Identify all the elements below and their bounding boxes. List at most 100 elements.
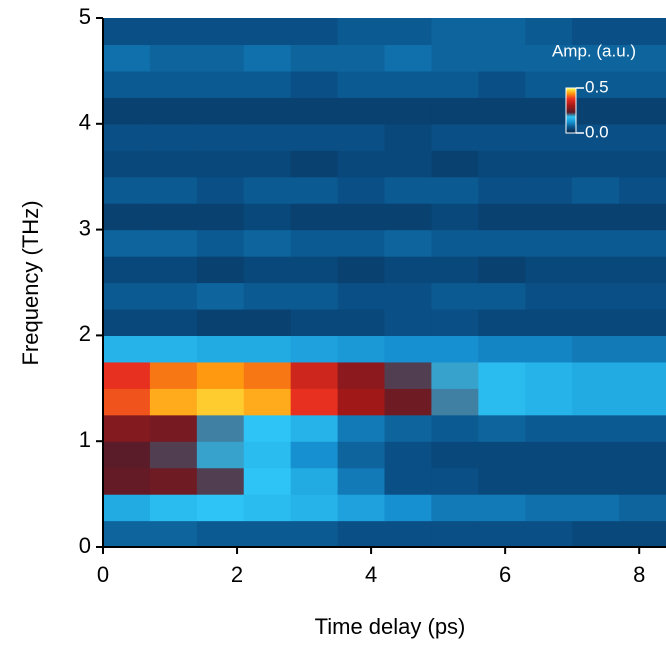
heatmap-cell [291, 97, 339, 124]
heatmap-cell [150, 494, 198, 521]
heatmap-cell [385, 44, 433, 71]
heatmap-cell [150, 335, 198, 362]
heatmap-cell [525, 494, 573, 521]
heatmap-cell [619, 283, 666, 310]
heatmap-cell [572, 494, 620, 521]
heatmap-cell [572, 203, 620, 230]
heatmap-cell [197, 415, 245, 442]
heatmap-cell [385, 415, 433, 442]
heatmap-cell [572, 230, 620, 257]
heatmap-cell [525, 283, 573, 310]
heatmap-cell [431, 283, 479, 310]
heatmap-cell [103, 335, 151, 362]
heatmap-cell [338, 388, 386, 415]
heatmap-cell [431, 468, 479, 495]
heatmap-cell [197, 150, 245, 177]
heatmap-cell [103, 71, 151, 98]
heatmap-cell [572, 521, 620, 548]
heatmap-cell [197, 44, 245, 71]
heatmap-cell [385, 521, 433, 548]
heatmap-cell [431, 521, 479, 548]
heatmap-cell [291, 124, 339, 151]
heatmap-cell [244, 309, 292, 336]
heatmap-cell [291, 283, 339, 310]
heatmap-cell [385, 309, 433, 336]
heatmap-cell [619, 256, 666, 283]
heatmap-cell [244, 203, 292, 230]
heatmap-cell [385, 124, 433, 151]
heatmap-cell [385, 97, 433, 124]
heatmap-cell [150, 256, 198, 283]
heatmap-cell [150, 441, 198, 468]
heatmap-cell [619, 97, 666, 124]
y-tick-label: 3 [79, 215, 91, 240]
heatmap-cell [525, 335, 573, 362]
heatmap-cell [431, 256, 479, 283]
heatmap-cell [338, 521, 386, 548]
heatmap-cell [244, 150, 292, 177]
y-tick-label: 2 [79, 321, 91, 346]
heatmap-cell [431, 309, 479, 336]
heatmap-cell [478, 97, 526, 124]
heatmap-cell [291, 256, 339, 283]
heatmap-cell [431, 18, 479, 45]
heatmap-cell [291, 362, 339, 389]
heatmap-cell [572, 441, 620, 468]
heatmap-cell [197, 203, 245, 230]
heatmap-cell [150, 203, 198, 230]
heatmap-cell [338, 415, 386, 442]
heatmap-cell [619, 335, 666, 362]
heatmap-cell [385, 150, 433, 177]
heatmap-cell [150, 44, 198, 71]
heatmap-cell [619, 230, 666, 257]
heatmap-cell [197, 18, 245, 45]
heatmap-cell [619, 521, 666, 548]
heatmap-cell [291, 335, 339, 362]
y-tick-label: 1 [79, 427, 91, 452]
heatmap-cell [150, 177, 198, 204]
heatmap-cell [244, 335, 292, 362]
heatmap-cell [197, 71, 245, 98]
heatmap-cell [478, 230, 526, 257]
heatmap-cell [478, 441, 526, 468]
heatmap-cell [385, 256, 433, 283]
heatmap-cell [244, 441, 292, 468]
heatmap-cell [197, 177, 245, 204]
colorbar-title: Amp. (a.u.) [552, 41, 636, 60]
heatmap-cell [619, 388, 666, 415]
heatmap-cell [619, 441, 666, 468]
y-tick-label: 4 [79, 110, 91, 135]
heatmap-cell [572, 97, 620, 124]
heatmap-cell [103, 494, 151, 521]
heatmap-cell [385, 468, 433, 495]
heatmap-cell [385, 18, 433, 45]
heatmap-cell [291, 150, 339, 177]
heatmap-cell [150, 230, 198, 257]
heatmap-cell [291, 468, 339, 495]
heatmap-cell [103, 44, 151, 71]
colorbar-tick-label: 0.5 [585, 77, 609, 96]
x-tick-label: 8 [633, 562, 645, 587]
heatmap-cell [572, 335, 620, 362]
heatmap-cell [431, 415, 479, 442]
heatmap-cell [338, 124, 386, 151]
heatmap-cell [385, 388, 433, 415]
heatmap-cell [197, 256, 245, 283]
heatmap-cell [291, 18, 339, 45]
heatmap-cell [244, 468, 292, 495]
heatmap-cell [244, 362, 292, 389]
heatmap-cell [338, 150, 386, 177]
heatmap-cell [150, 18, 198, 45]
heatmap-cell [478, 150, 526, 177]
heatmap-cell [431, 494, 479, 521]
heatmap-cell [431, 124, 479, 151]
heatmap-cell [291, 494, 339, 521]
heatmap-cell [525, 177, 573, 204]
heatmap-cell [291, 521, 339, 548]
heatmap-cell [103, 362, 151, 389]
heatmap-cell [431, 97, 479, 124]
heatmap-cell [338, 256, 386, 283]
y-axis-title: Frequency (THz) [18, 200, 43, 365]
x-tick-label: 0 [97, 562, 109, 587]
